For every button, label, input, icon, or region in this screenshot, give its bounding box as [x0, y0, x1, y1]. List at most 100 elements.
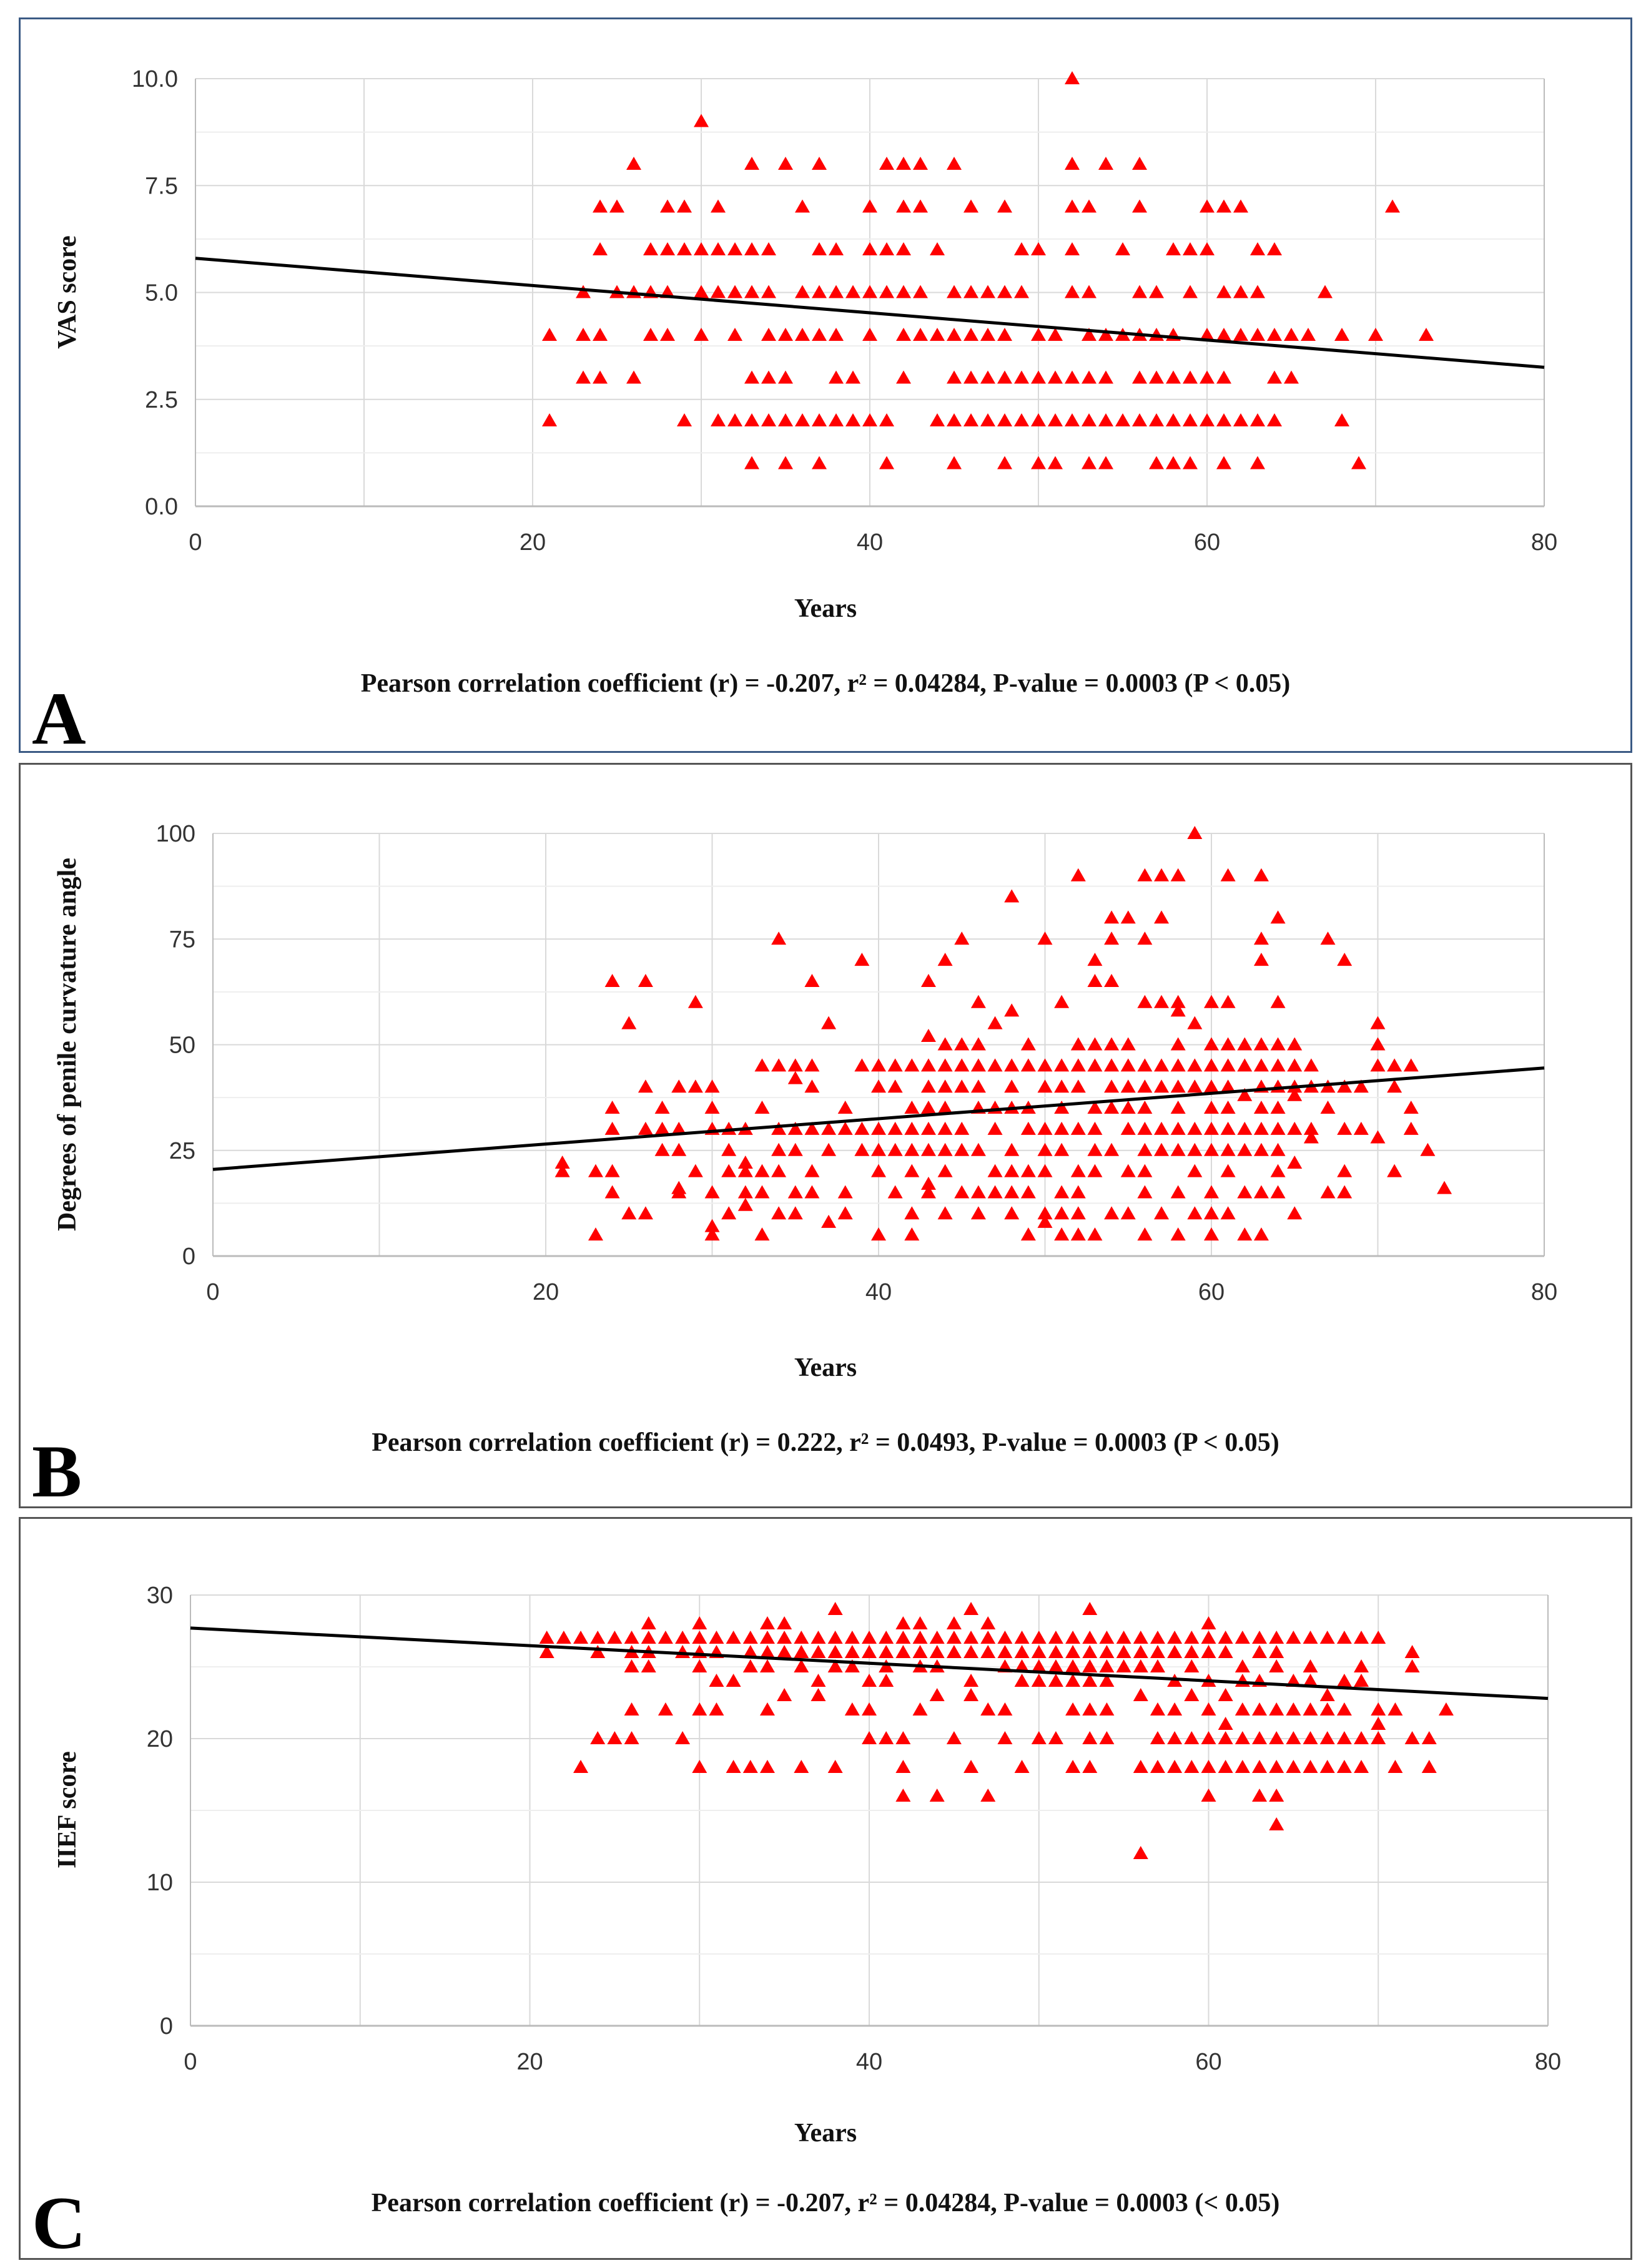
data-point	[871, 1058, 886, 1072]
data-point	[1048, 328, 1063, 341]
data-point	[1070, 868, 1086, 881]
data-point	[1252, 1731, 1268, 1744]
data-point	[980, 370, 995, 384]
data-point	[1170, 1079, 1186, 1093]
data-point	[1354, 1631, 1369, 1644]
data-point	[1166, 456, 1181, 469]
data-point	[624, 1731, 639, 1744]
data-point	[1237, 1058, 1253, 1072]
data-point	[1065, 1659, 1081, 1672]
data-point	[1419, 328, 1434, 341]
data-point	[1250, 285, 1265, 298]
data-point	[744, 413, 759, 426]
data-point	[1387, 1164, 1402, 1177]
data-point	[1154, 1079, 1170, 1093]
data-point	[1150, 1659, 1165, 1672]
data-point	[1170, 994, 1186, 1008]
data-point	[1270, 1037, 1286, 1051]
data-point	[1167, 1760, 1183, 1773]
y-tick-label: 2.5	[145, 387, 178, 413]
data-point	[963, 1688, 979, 1701]
data-point	[1269, 1631, 1284, 1644]
data-point	[1082, 199, 1097, 213]
data-point	[759, 1616, 775, 1629]
data-point	[862, 199, 877, 213]
data-point	[1337, 1121, 1353, 1135]
data-point	[987, 1058, 1003, 1072]
data-point	[771, 1164, 787, 1177]
data-point	[997, 413, 1012, 426]
data-point	[1204, 1185, 1219, 1199]
data-point	[920, 1028, 936, 1042]
data-point	[1004, 1142, 1020, 1156]
data-point	[726, 1674, 741, 1687]
data-point	[827, 1659, 843, 1672]
data-point	[1183, 242, 1198, 255]
data-point	[727, 413, 742, 426]
y-tick-label: 100	[156, 821, 195, 847]
data-point	[1070, 1185, 1086, 1199]
data-point	[1201, 1631, 1216, 1644]
data-point	[1065, 1674, 1081, 1687]
data-point	[1132, 370, 1147, 384]
data-point	[1082, 1659, 1098, 1672]
data-point	[1183, 285, 1198, 298]
data-point	[980, 328, 995, 341]
data-point	[1237, 1142, 1253, 1156]
data-point	[692, 1702, 707, 1716]
data-point	[1048, 1631, 1063, 1644]
data-point	[761, 328, 776, 341]
data-point	[1353, 1121, 1369, 1135]
data-point	[1048, 413, 1063, 426]
data-point	[1082, 285, 1097, 298]
data-point	[704, 1219, 720, 1232]
data-point	[1054, 1058, 1070, 1072]
data-point	[1218, 1760, 1233, 1773]
data-point	[1065, 157, 1080, 170]
data-point	[671, 1185, 687, 1199]
data-point	[1098, 413, 1113, 426]
data-point	[709, 1631, 724, 1644]
data-point	[675, 1645, 691, 1658]
data-point	[660, 242, 675, 255]
data-point	[778, 370, 793, 384]
data-point	[1037, 1142, 1053, 1156]
y-tick-label: 25	[169, 1138, 195, 1164]
data-point	[1200, 242, 1215, 255]
data-point	[1370, 1016, 1386, 1029]
data-point	[727, 328, 742, 341]
data-point	[1082, 1760, 1098, 1773]
data-point	[896, 157, 911, 170]
data-point	[771, 1121, 787, 1135]
data-point	[759, 1760, 775, 1773]
data-point	[954, 1142, 970, 1156]
data-point	[997, 1631, 1013, 1644]
data-point	[1187, 826, 1203, 839]
data-point	[1116, 1659, 1131, 1672]
data-point	[1204, 1142, 1219, 1156]
data-point	[1269, 1731, 1284, 1744]
data-point	[1187, 1206, 1203, 1220]
data-point	[920, 1176, 936, 1190]
data-point	[812, 456, 827, 469]
data-point	[778, 413, 793, 426]
data-point	[1303, 1130, 1319, 1144]
data-point	[654, 1142, 670, 1156]
data-point	[1037, 1121, 1053, 1135]
data-point	[737, 1156, 753, 1169]
data-point	[1387, 1760, 1403, 1773]
data-point	[987, 1016, 1003, 1029]
data-point	[1132, 157, 1147, 170]
data-point	[1014, 1674, 1030, 1687]
data-point	[711, 413, 726, 426]
data-point	[837, 1185, 853, 1199]
data-point	[737, 1164, 753, 1177]
data-point	[1120, 1164, 1136, 1177]
data-point	[1004, 1003, 1020, 1017]
data-point	[1120, 1079, 1136, 1093]
data-point	[761, 370, 776, 384]
data-point	[1120, 1206, 1136, 1220]
data-point	[1004, 1185, 1020, 1199]
data-point	[556, 1631, 571, 1644]
data-point	[1269, 1659, 1284, 1672]
